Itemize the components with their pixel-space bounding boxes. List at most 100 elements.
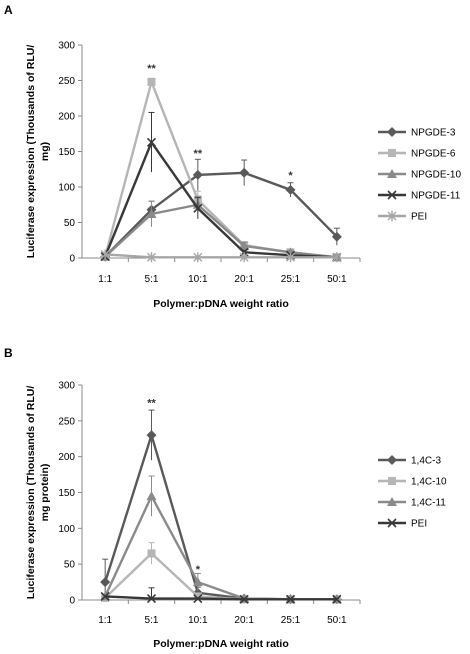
legend-label: 1,4C-11 — [411, 498, 446, 509]
y-tick-label: 250 — [58, 416, 75, 427]
series-npgde-6 — [101, 77, 341, 262]
legend-marker — [387, 127, 397, 137]
legend-marker — [387, 169, 397, 178]
series-line — [104, 139, 337, 259]
y-tick-label: 250 — [58, 76, 75, 87]
data-point — [146, 430, 157, 441]
y-tick-label: 150 — [58, 147, 75, 158]
legend-item: PEI — [378, 211, 427, 223]
chart-panel-a: 0 50 100 150 200 250 300 1:1 5:1 10:1 20:1 25:1 50:1… — [25, 41, 461, 311]
x-tick-label: 20:1 — [234, 615, 254, 626]
data-point — [146, 137, 157, 147]
significance-marker: * — [288, 170, 293, 182]
data-point — [193, 594, 203, 604]
series-line — [105, 253, 337, 259]
data-point — [193, 252, 203, 263]
series-line — [104, 431, 337, 601]
legend-marker — [387, 211, 397, 221]
series-line — [104, 493, 337, 601]
significance-marker: ** — [147, 398, 156, 410]
x-tick-label: 5:1 — [145, 274, 159, 285]
x-axis-title: Polymer:pDNA weight ratio — [153, 298, 289, 310]
data-point — [192, 169, 203, 180]
y-axis-title-line: mg protein) — [39, 464, 51, 522]
legend-item: PEI — [378, 518, 427, 530]
data-point — [146, 491, 157, 501]
legend-label: PEI — [411, 212, 427, 223]
data-point — [285, 594, 296, 604]
legend-item: NPGDE-10 — [378, 169, 461, 181]
series-line — [104, 551, 337, 601]
legend-marker — [387, 497, 397, 506]
legend-marker — [387, 518, 397, 528]
y-tick-label: 0 — [69, 596, 75, 607]
y-tick-label: 300 — [58, 381, 75, 392]
y-axis-title-line: Luciferase expression (Thousands of RLU/ — [25, 45, 37, 259]
legend-marker — [388, 149, 396, 157]
chart-panel-b: 0 50 100 150 200 250 300 1:1 5:1 10:1 20:1 25:1 50:1… — [25, 381, 447, 651]
legend-label: 1,4C-3 — [411, 456, 441, 467]
x-tick-label: 10:1 — [188, 274, 208, 285]
data-point — [332, 594, 342, 604]
data-point — [239, 167, 250, 178]
series-1-4c-3 — [100, 409, 342, 605]
significance-marker: * — [196, 564, 201, 576]
x-tick-label: 20:1 — [234, 274, 254, 285]
legend-item: NPGDE-11 — [378, 190, 461, 202]
data-point — [147, 549, 156, 558]
legend-marker — [388, 477, 396, 485]
y-tick-label: 50 — [64, 560, 76, 571]
data-point — [239, 252, 249, 263]
x-tick-label: 1:1 — [98, 615, 112, 626]
series-1-4c-11 — [100, 475, 342, 604]
series-pei — [100, 587, 342, 604]
data-point — [239, 594, 249, 604]
y-tick-label: 200 — [58, 112, 75, 123]
legend-item: 1,4C-10 — [378, 477, 447, 488]
legend-label: NPGDE-6 — [411, 149, 456, 160]
series-1-4c-10 — [101, 542, 341, 604]
y-tick-label: 100 — [58, 183, 75, 194]
x-tick-label: 10:1 — [188, 615, 208, 626]
legend-label: NPGDE-10 — [411, 170, 461, 181]
y-tick-label: 0 — [69, 254, 75, 265]
legend-item: 1,4C-3 — [378, 455, 441, 467]
y-tick-label: 50 — [64, 218, 76, 229]
legend-label: NPGDE-11 — [411, 191, 461, 202]
y-axis-title-line: mg) — [39, 142, 51, 161]
series-line — [105, 595, 337, 601]
x-tick-label: 25:1 — [281, 274, 301, 285]
legend-item: NPGDE-3 — [378, 127, 456, 139]
data-point — [239, 240, 250, 250]
data-point — [100, 591, 110, 601]
data-point — [147, 77, 156, 86]
legend-marker — [387, 190, 397, 200]
significance-marker: ** — [147, 63, 156, 75]
data-point — [147, 252, 156, 263]
data-point — [331, 231, 342, 242]
data-point — [146, 594, 157, 604]
data-point — [332, 252, 342, 263]
y-tick-label: 300 — [58, 41, 75, 52]
data-point — [192, 577, 203, 587]
data-point — [100, 577, 111, 588]
legend-item: 1,4C-11 — [378, 497, 446, 509]
significance-marker: ** — [194, 148, 203, 160]
y-tick-label: 100 — [58, 524, 75, 535]
series-pei — [100, 249, 342, 263]
legend-label: 1,4C-10 — [411, 477, 447, 488]
data-point — [285, 184, 296, 195]
data-point — [146, 208, 157, 218]
data-point — [193, 203, 203, 213]
x-tick-label: 1:1 — [98, 274, 112, 285]
panel-b-label: B — [4, 346, 13, 360]
legend-item: NPGDE-6 — [378, 149, 456, 160]
series-line — [104, 203, 337, 259]
data-point — [100, 249, 110, 260]
x-axis-title: Polymer:pDNA weight ratio — [153, 638, 289, 650]
y-tick-label: 150 — [58, 488, 75, 499]
y-tick-label: 200 — [58, 452, 75, 463]
legend-label: PEI — [411, 519, 427, 530]
x-tick-label: 5:1 — [145, 615, 159, 626]
